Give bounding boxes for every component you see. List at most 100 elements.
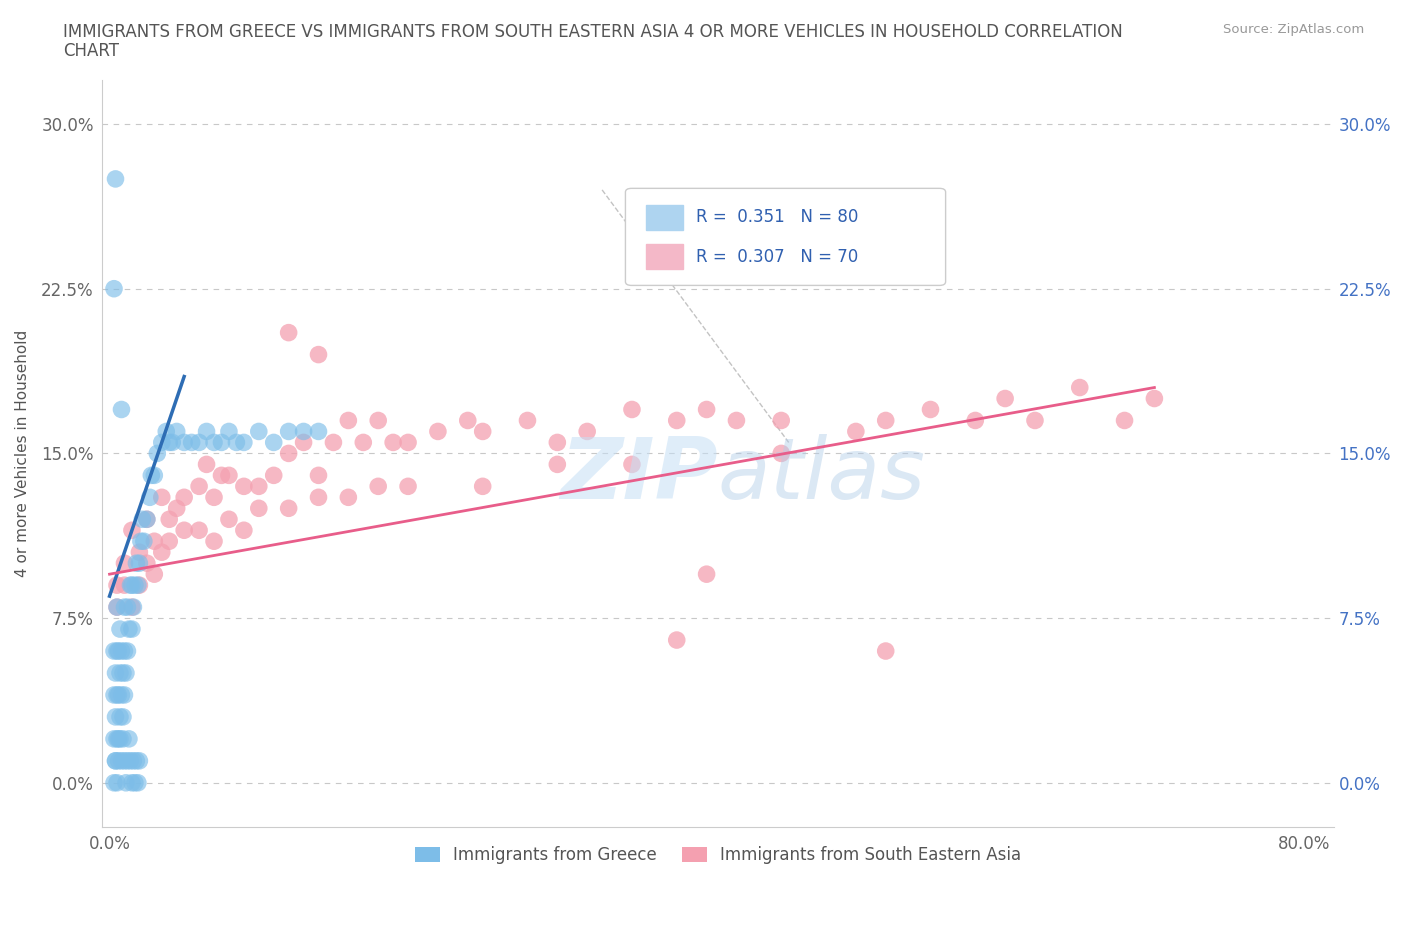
Text: atlas: atlas [718,434,925,517]
Point [292,435,315,450]
Point [104,171,127,186]
Point [114,687,136,702]
Point [111,731,134,746]
Point [114,600,136,615]
Legend: Immigrants from Greece, Immigrants from South Eastern Asia: Immigrants from Greece, Immigrants from … [408,839,1028,870]
Point [139,490,162,505]
Point [352,435,374,450]
Point [143,534,166,549]
Point [195,424,218,439]
Point [105,600,128,615]
Point [135,556,157,571]
Point [107,687,129,702]
Point [516,413,538,428]
Point [546,435,568,450]
Point [218,468,240,483]
Point [155,424,177,439]
Point [1143,392,1166,406]
Point [620,457,643,472]
Point [114,753,136,768]
Point [665,632,688,647]
Point [292,424,315,439]
Point [121,600,143,615]
Point [150,490,173,505]
Point [103,731,125,746]
Point [277,326,299,340]
Point [1069,380,1091,395]
Point [117,753,139,768]
Point [665,413,688,428]
Point [121,621,143,636]
Point [108,666,131,681]
Point [129,534,152,549]
Text: R =  0.351   N = 80: R = 0.351 N = 80 [696,208,858,226]
Point [114,578,136,592]
Point [110,402,132,417]
Point [471,424,494,439]
Point [121,578,143,592]
Point [337,490,360,505]
Point [308,424,330,439]
Text: Source: ZipAtlas.com: Source: ZipAtlas.com [1223,23,1364,36]
Point [115,776,138,790]
Point [110,644,132,658]
Point [128,545,150,560]
Point [118,731,141,746]
Point [725,413,748,428]
Point [135,512,157,526]
Point [125,753,148,768]
Point [117,644,139,658]
Point [122,753,145,768]
Text: IMMIGRANTS FROM GREECE VS IMMIGRANTS FROM SOUTH EASTERN ASIA 4 OR MORE VEHICLES : IMMIGRANTS FROM GREECE VS IMMIGRANTS FRO… [63,23,1123,41]
Point [120,753,142,768]
Point [188,435,211,450]
Point [121,523,143,538]
Point [277,424,299,439]
Point [382,435,405,450]
Point [173,523,195,538]
Text: R =  0.307   N = 70: R = 0.307 N = 70 [696,247,858,266]
Point [232,435,254,450]
Point [117,600,139,615]
Point [920,402,942,417]
Y-axis label: 4 or more Vehicles in Household: 4 or more Vehicles in Household [15,330,30,577]
Point [875,644,897,658]
Point [160,435,183,450]
Point [247,479,270,494]
Point [620,402,643,417]
Point [277,501,299,516]
Point [132,534,155,549]
Point [103,644,125,658]
Point [337,413,360,428]
Text: ZIP: ZIP [560,434,718,517]
Point [696,566,718,581]
Point [107,644,129,658]
Point [1114,413,1136,428]
Point [150,435,173,450]
Point [546,457,568,472]
Point [576,424,599,439]
Point [114,644,136,658]
Point [367,413,389,428]
Point [188,479,211,494]
Point [994,392,1017,406]
Point [104,710,127,724]
Point [124,776,146,790]
Point [367,479,389,494]
Point [110,753,132,768]
Point [247,424,270,439]
Point [124,578,146,592]
Point [127,776,149,790]
Point [770,446,793,461]
Point [105,687,128,702]
Point [457,413,479,428]
Point [247,501,270,516]
Point [105,600,128,615]
Point [845,424,868,439]
Point [150,545,173,560]
Point [131,512,153,526]
Point [396,479,419,494]
Point [157,512,180,526]
Point [1024,413,1046,428]
Point [103,687,125,702]
